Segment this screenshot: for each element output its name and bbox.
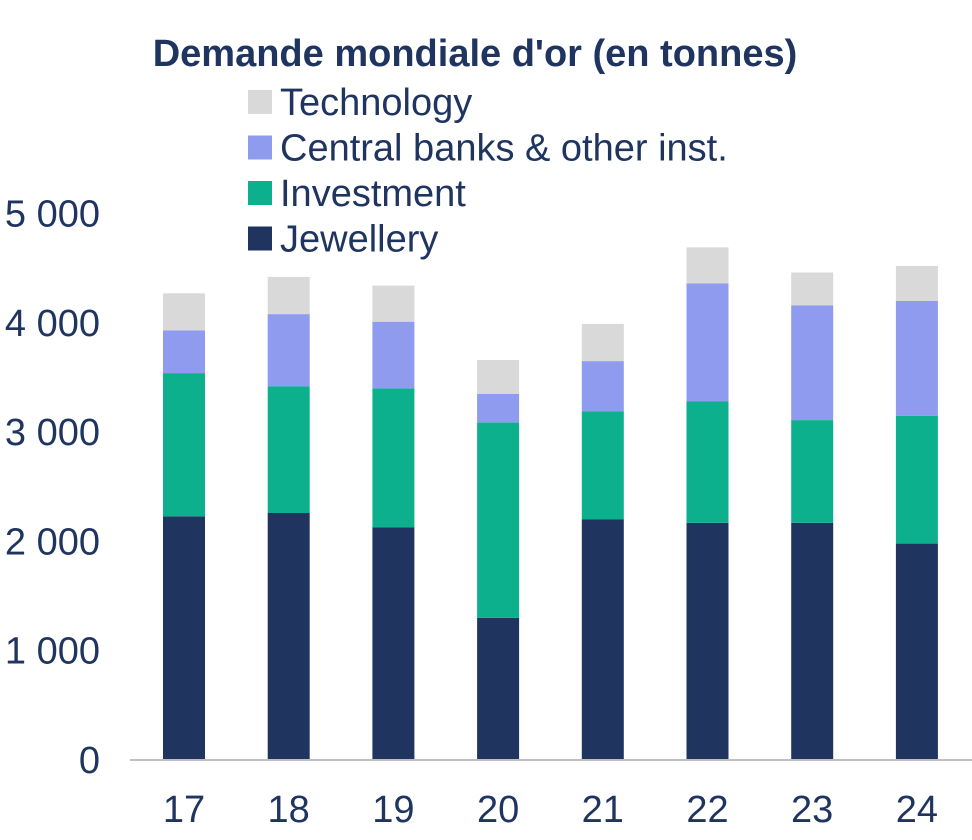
bar-jewellery-23 <box>791 522 834 760</box>
x-tick-label: 23 <box>791 789 833 831</box>
bar-investment-23 <box>791 420 834 523</box>
legend-swatch <box>248 226 272 251</box>
bar-jewellery-17 <box>163 516 205 760</box>
bar-stack-17 <box>163 293 205 760</box>
bar-jewellery-21 <box>581 519 624 760</box>
legend-item: Jewellery <box>248 219 438 261</box>
bar-investment-19 <box>372 388 415 528</box>
bar-technology-18 <box>267 276 310 315</box>
x-tick-label: 20 <box>477 789 519 831</box>
y-axis: 0 1 000 2 000 3 000 4 000 5 000 <box>5 194 100 783</box>
bar-technology-21 <box>581 323 624 362</box>
chart-title: Demande mondiale d'or (en tonnes) <box>153 33 798 75</box>
bar-technology-23 <box>791 272 834 306</box>
bar-investment-17 <box>163 373 205 517</box>
y-tick-label: 5 000 <box>5 194 100 236</box>
bar-investment-24 <box>895 415 938 544</box>
legend-swatch <box>248 135 272 160</box>
bar-investment-21 <box>581 411 624 520</box>
bar-technology-17 <box>163 293 205 331</box>
bar-stack-21 <box>581 323 624 760</box>
bar-stack-18 <box>267 276 310 760</box>
y-tick-label: 0 <box>79 740 100 782</box>
y-tick-label: 3 000 <box>5 412 100 454</box>
bar-technology-20 <box>477 360 520 394</box>
bar-technology-19 <box>372 285 415 322</box>
bar-stack-19 <box>372 285 415 760</box>
x-tick-label: 18 <box>268 789 310 831</box>
bar-central-banks-other-inst-17 <box>163 330 205 374</box>
y-tick-label: 4 000 <box>5 303 100 345</box>
bar-stack-22 <box>686 247 729 760</box>
bar-jewellery-24 <box>895 543 938 760</box>
y-tick-label: 2 000 <box>5 521 100 563</box>
legend-item: Investment <box>248 173 466 215</box>
x-tick-label: 22 <box>686 789 728 831</box>
bar-jewellery-20 <box>477 617 520 760</box>
bar-investment-18 <box>267 386 310 513</box>
x-tick-label: 19 <box>372 789 414 831</box>
legend-swatch <box>248 90 272 114</box>
legend-label: Technology <box>280 82 472 124</box>
bar-stack-20 <box>477 360 520 760</box>
bar-central-banks-other-inst-24 <box>895 300 938 416</box>
legend-label: Investment <box>280 173 466 215</box>
bar-central-banks-other-inst-22 <box>686 283 729 402</box>
bar-stack-24 <box>895 266 938 760</box>
bar-technology-22 <box>686 247 729 284</box>
bar-central-banks-other-inst-20 <box>477 393 520 423</box>
legend-label: Jewellery <box>280 219 438 261</box>
legend-item: Central banks & other inst. <box>248 128 728 170</box>
bar-jewellery-19 <box>372 527 415 760</box>
legend-item: Technology <box>248 82 472 124</box>
bar-jewellery-18 <box>267 513 310 760</box>
x-tick-label: 17 <box>163 789 205 831</box>
bar-jewellery-22 <box>686 522 729 760</box>
x-tick-label: 21 <box>582 789 624 831</box>
x-axis: 17 18 19 20 21 22 23 24 <box>163 789 938 831</box>
bar-technology-24 <box>895 266 938 301</box>
bar-central-banks-other-inst-23 <box>791 305 834 421</box>
bar-central-banks-other-inst-21 <box>581 361 624 412</box>
bar-investment-20 <box>477 422 520 618</box>
y-tick-label: 1 000 <box>5 631 100 673</box>
legend-swatch <box>248 181 272 205</box>
bar-investment-22 <box>686 401 729 523</box>
bars-area <box>163 247 938 760</box>
legend-label: Central banks & other inst. <box>280 128 728 170</box>
bar-stack-23 <box>791 272 834 760</box>
bar-central-banks-other-inst-19 <box>372 321 415 389</box>
bar-central-banks-other-inst-18 <box>267 314 310 387</box>
x-tick-label: 24 <box>896 789 938 831</box>
